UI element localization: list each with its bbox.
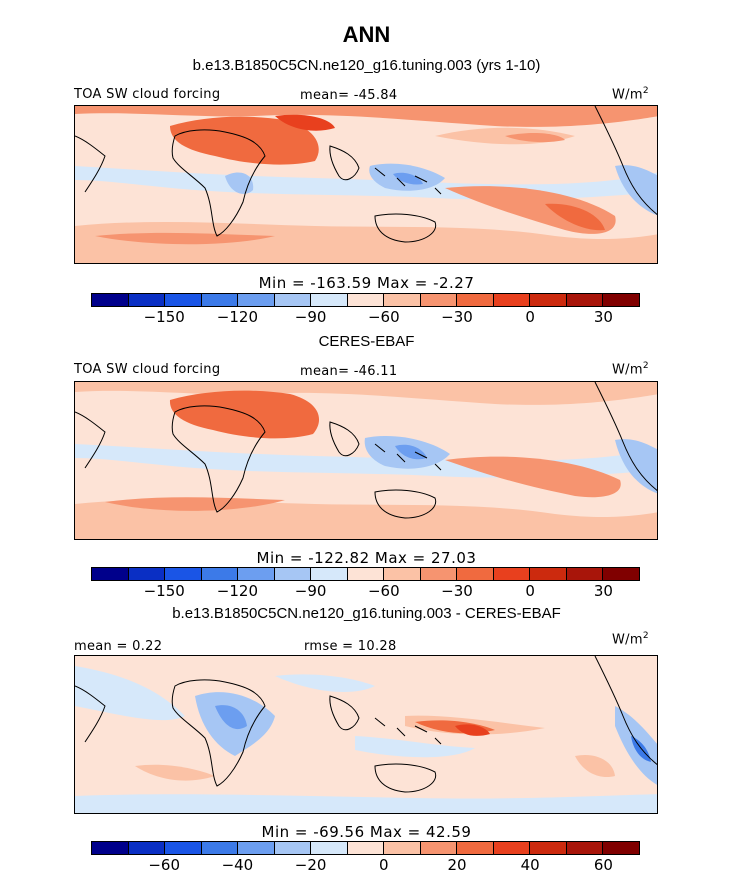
colorbar-swatch — [238, 294, 275, 306]
colorbar-swatch — [347, 568, 385, 580]
colorbar-swatch — [92, 842, 129, 854]
panel3-rmse-label: rmse = 10.28 — [304, 639, 397, 654]
colorbar-swatch — [384, 568, 421, 580]
colorbar-swatch — [530, 568, 567, 580]
colorbar-tick-label: 30 — [593, 308, 613, 326]
colorbar-swatch — [311, 294, 348, 306]
colorbar-swatch — [493, 294, 531, 306]
colorbar-tick-label: −30 — [441, 308, 473, 326]
colorbar-tick-label: 0 — [525, 582, 535, 600]
panel1-colorbar — [91, 293, 640, 307]
colorbar-swatch — [238, 568, 275, 580]
colorbar-swatch — [274, 568, 312, 580]
colorbar-swatch — [201, 568, 239, 580]
panel3-mean-label: mean = 0.22 — [74, 639, 163, 654]
colorbar-tick-label: −60 — [148, 856, 181, 874]
colorbar-swatch — [92, 568, 129, 580]
panel1-colorbar-ticks: −150 −120 −90 −60 −30 0 30 — [91, 308, 640, 326]
colorbar-tick-label: −40 — [221, 856, 254, 874]
colorbar-tick-label: −150 — [143, 582, 185, 600]
colorbar-swatch — [457, 568, 494, 580]
panel1-mean-label: mean= -45.84 — [300, 88, 398, 103]
panel2-colorbar-ticks: −150 −120 −90 −60 −30 0 30 — [91, 582, 640, 600]
colorbar-swatch — [347, 294, 385, 306]
colorbar-tick-label: −120 — [216, 308, 258, 326]
colorbar-swatch — [165, 568, 202, 580]
panel3-colorbar — [91, 841, 640, 855]
colorbar-swatch — [566, 842, 604, 854]
colorbar-swatch — [165, 842, 202, 854]
panel2-map — [74, 381, 658, 540]
colorbar-swatch — [128, 294, 166, 306]
panel1-units-label: W/m2 — [612, 86, 649, 103]
colorbar-tick-label: −30 — [441, 582, 473, 600]
colorbar-tick-label: −90 — [294, 582, 327, 600]
colorbar-swatch — [92, 294, 129, 306]
colorbar-swatch — [566, 568, 604, 580]
colorbar-swatch — [274, 294, 312, 306]
figure-title: ANN — [342, 22, 391, 47]
colorbar-tick-label: 60 — [593, 856, 613, 874]
panel2-heading: CERES-EBAF — [318, 333, 415, 350]
colorbar-swatch — [457, 294, 494, 306]
panel1-minmax: Min = -163.59 Max = -2.27 — [258, 274, 475, 292]
colorbar-tick-label: 0 — [379, 856, 389, 874]
colorbar-swatch — [311, 842, 348, 854]
panel2-mean-label: mean= -46.11 — [300, 364, 398, 379]
colorbar-swatch — [347, 842, 385, 854]
panel3-heading: b.e13.B1850C5CN.ne120_g16.tuning.003 - C… — [172, 605, 561, 622]
panel2-colorbar — [91, 567, 640, 581]
colorbar-swatch — [603, 842, 639, 854]
colorbar-swatch — [420, 568, 458, 580]
colorbar-swatch — [530, 294, 567, 306]
colorbar-swatch — [165, 294, 202, 306]
panel3-units-label: W/m2 — [612, 631, 649, 648]
colorbar-swatch — [384, 294, 421, 306]
colorbar-tick-label: 30 — [593, 582, 613, 600]
panel1-map — [74, 105, 658, 264]
colorbar-swatch — [201, 294, 239, 306]
colorbar-tick-label: 20 — [447, 856, 467, 874]
panel3-map — [74, 655, 658, 814]
colorbar-swatch — [420, 294, 458, 306]
panel2-map-field — [75, 382, 657, 539]
colorbar-swatch — [420, 842, 458, 854]
panel1-heading: b.e13.B1850C5CN.ne120_g16.tuning.003 (yr… — [192, 57, 541, 74]
colorbar-swatch — [530, 842, 567, 854]
colorbar-tick-label: −90 — [294, 308, 327, 326]
colorbar-swatch — [274, 842, 312, 854]
colorbar-tick-label: −20 — [294, 856, 327, 874]
colorbar-tick-label: −120 — [216, 582, 258, 600]
colorbar-swatch — [128, 568, 166, 580]
colorbar-tick-label: −60 — [367, 582, 400, 600]
colorbar-tick-label: −60 — [367, 308, 400, 326]
colorbar-swatch — [566, 294, 604, 306]
colorbar-tick-label: 40 — [520, 856, 540, 874]
colorbar-tick-label: −150 — [143, 308, 185, 326]
colorbar-swatch — [603, 568, 639, 580]
panel1-map-field — [75, 106, 657, 263]
colorbar-swatch — [493, 842, 531, 854]
colorbar-swatch — [201, 842, 239, 854]
panel1-left-label: TOA SW cloud forcing — [74, 87, 221, 102]
panel3-minmax: Min = -69.56 Max = 42.59 — [261, 823, 472, 841]
panel3-map-field — [75, 656, 657, 813]
panel3-colorbar-ticks: −60 −40 −20 0 20 40 60 — [91, 856, 640, 874]
colorbar-swatch — [457, 842, 494, 854]
colorbar-swatch — [603, 294, 639, 306]
colorbar-swatch — [311, 568, 348, 580]
panel2-left-label: TOA SW cloud forcing — [74, 362, 221, 377]
panel2-units-label: W/m2 — [612, 361, 649, 378]
colorbar-swatch — [128, 842, 166, 854]
colorbar-swatch — [493, 568, 531, 580]
colorbar-swatch — [238, 842, 275, 854]
panel2-minmax: Min = -122.82 Max = 27.03 — [256, 549, 477, 567]
colorbar-tick-label: 0 — [525, 308, 535, 326]
colorbar-swatch — [384, 842, 421, 854]
